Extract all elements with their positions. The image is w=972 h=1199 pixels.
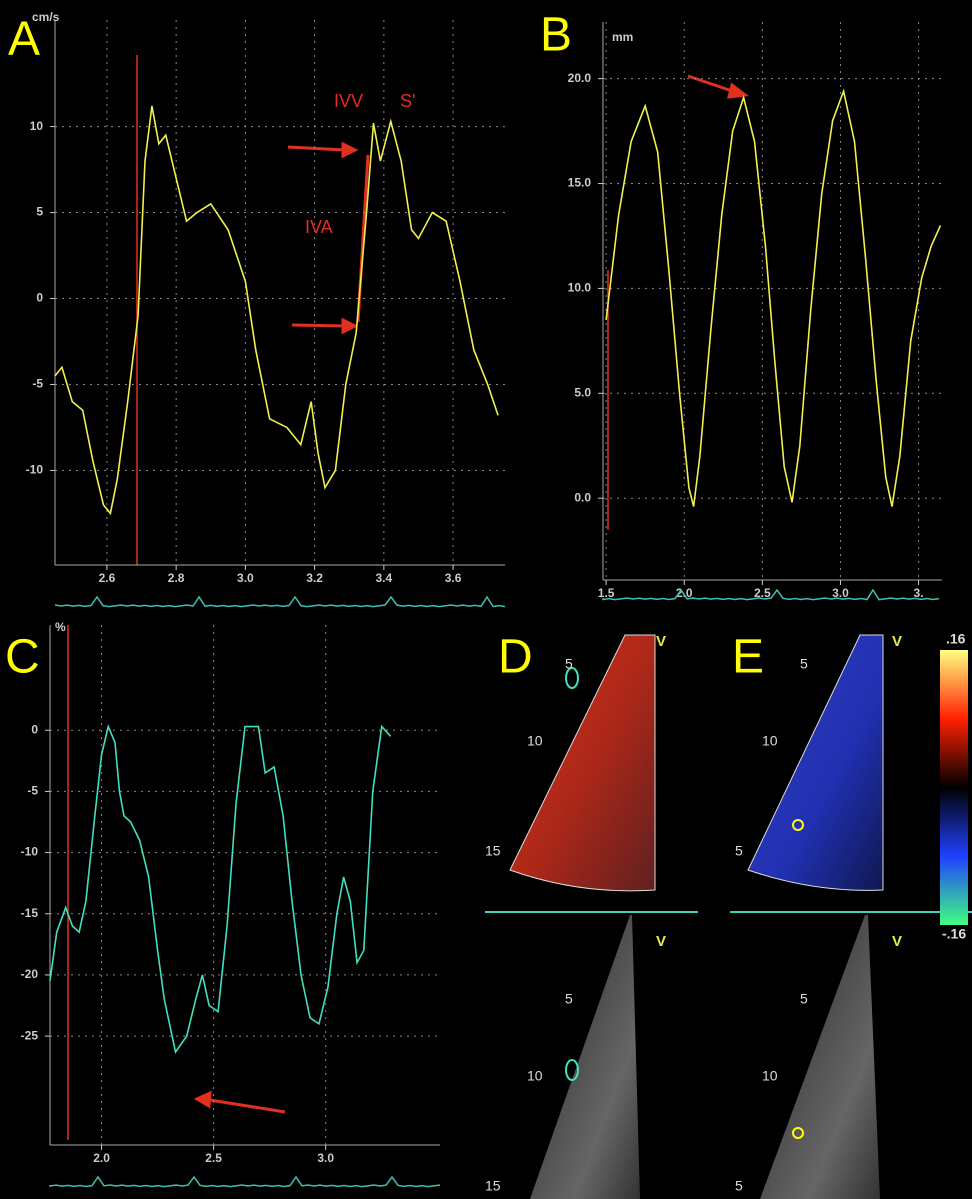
y-tick-label: 0 [31,722,38,736]
x-tick-label: 3.0 [317,1151,334,1165]
x-tick-label: 2.8 [168,571,185,585]
y-tick-label: 5 [36,205,43,219]
depth-label: 15 [485,843,501,859]
ecg-trace [55,597,505,607]
ecg-trace [50,1177,440,1187]
panel-label: B [540,9,572,62]
panel-label: E [732,631,764,684]
colorbar [940,650,968,925]
depth-label: 5 [735,843,743,859]
depth-label: 5 [735,1178,743,1194]
x-tick-label: 3.2 [306,571,323,585]
y-tick-label: -5 [32,377,43,391]
y-tick-label: 0 [36,291,43,305]
y-tick-label: 10.0 [568,281,592,295]
y-tick-label: 10 [30,119,44,133]
ecg-trace [603,590,939,600]
depth-label: 10 [527,733,543,749]
figure: D V 5 10 15 V 5 10 15 E V 5 10 5 V 5 10 … [0,0,972,1199]
marker-label: V [892,633,902,650]
depth-label: 5 [565,991,573,1007]
depth-label: 5 [800,991,808,1007]
x-tick-label: 2.0 [93,1151,110,1165]
depth-label: 10 [762,1068,778,1084]
y-tick-label: -15 [21,906,39,920]
depth-label: 5 [565,656,573,672]
x-tick-label: 1.5 [598,586,615,600]
y-tick-label: -10 [26,463,44,477]
y-tick-label: 20.0 [568,71,592,85]
y-tick-label: 5.0 [574,385,591,399]
marker-label: V [656,633,666,650]
annotation: IVA [305,217,333,237]
x-tick-label: 2.6 [99,571,116,585]
x-tick-label: 3.4 [376,571,393,585]
y-tick-label: -10 [21,845,39,859]
panel-e [730,635,972,1199]
x-tick-label: 3.6 [445,571,462,585]
y-tick-label: 15.0 [568,176,592,190]
annotation: IVV [334,91,363,111]
panel-d [485,635,698,1199]
arrows [197,76,745,1112]
x-tick-label: 3.0 [237,571,254,585]
depth-label: 10 [527,1068,543,1084]
depth-label: 10 [762,733,778,749]
y-tick-label: 0.0 [574,490,591,504]
colorbar-min: -.16 [942,926,966,942]
depth-label: 5 [800,656,808,672]
y-unit: mm [612,30,633,44]
x-tick-label: 2.5 [205,1151,222,1165]
y-unit: cm/s [32,10,60,24]
data-line [606,91,940,506]
y-tick-label: -20 [21,967,39,981]
data-line [55,106,498,513]
annotation: S' [400,91,415,111]
marker-label: V [656,933,666,950]
y-tick-label: -25 [21,1028,39,1042]
panel-label: D [498,631,533,684]
y-unit: % [55,620,66,634]
panel-label: C [5,631,40,684]
colorbar-max: .16 [946,631,966,647]
y-tick-label: -5 [27,784,38,798]
depth-label: 15 [485,1178,501,1194]
marker-label: V [892,933,902,950]
